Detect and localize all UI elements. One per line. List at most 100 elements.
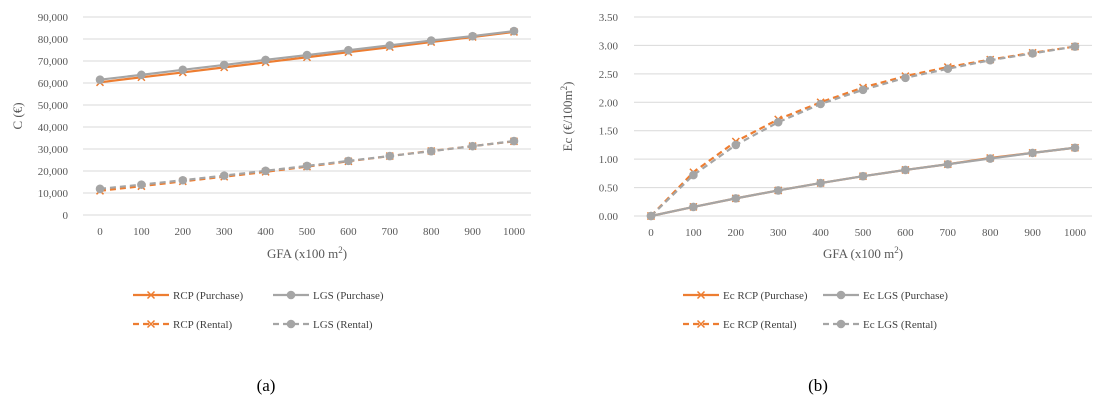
x-tick-label: 1000 [503, 226, 526, 238]
data-point [178, 175, 188, 185]
x-tick-label: 700 [382, 226, 399, 238]
data-point [689, 170, 698, 180]
x-tick-label: 400 [257, 226, 274, 238]
x-tick-label: 600 [897, 227, 914, 239]
legend-label: Ec RCP (Rental) [723, 319, 797, 331]
y-tick-label: 0.00 [599, 211, 619, 223]
chart-b-y-axis-title: Ec (€/100m2) [559, 82, 575, 152]
y-tick-label: 1.50 [599, 126, 619, 138]
series-line-1 [650, 146, 1076, 218]
legend-marker [836, 319, 846, 329]
data-point [731, 140, 741, 150]
data-point [385, 41, 395, 50]
y-tick-label: 20,000 [38, 166, 69, 178]
data-point [302, 161, 312, 171]
data-point [385, 151, 395, 161]
y-tick-label: 80,000 [38, 34, 69, 46]
data-point [178, 65, 188, 75]
data-point [816, 99, 825, 109]
x-tick-label: 700 [940, 227, 957, 239]
x-tick-label: 0 [648, 227, 654, 239]
data-point [1070, 42, 1080, 51]
legend-label: RCP (Rental) [173, 319, 233, 331]
chart-b-caption: (b) [808, 376, 828, 395]
data-point [344, 45, 353, 55]
x-tick-label: 300 [770, 227, 787, 239]
legend-marker [696, 319, 706, 329]
y-tick-label: 3.00 [599, 40, 619, 52]
x-tick-label: 900 [1024, 227, 1041, 239]
data-point [985, 154, 995, 163]
legend-marker [146, 290, 156, 300]
data-point [137, 70, 146, 80]
x-tick-label: 100 [133, 226, 150, 238]
data-point [901, 73, 910, 83]
data-point [426, 146, 436, 156]
x-tick-label: 500 [855, 227, 872, 239]
legend-label: Ec RCP (Purchase) [723, 290, 808, 302]
legend-label: RCP (Purchase) [173, 290, 244, 302]
series-line-3 [650, 45, 1076, 217]
chart-a-x-axis-title: GFA (x100 m2) [267, 245, 347, 261]
y-tick-label: 50,000 [38, 100, 69, 112]
data-point [858, 85, 868, 95]
data-point [302, 50, 312, 60]
data-point [219, 171, 229, 180]
y-tick-label: 60,000 [38, 78, 69, 90]
data-point [1070, 143, 1080, 153]
x-tick-label: 800 [423, 226, 440, 238]
chart-b-x-ticks: 0 100 200 300 400 500 600 700 800 900 1000 [648, 227, 1086, 239]
legend-marker [696, 290, 706, 300]
chart-a-y-axis-title: C (€) [10, 102, 25, 129]
y-tick-label: 40,000 [38, 122, 69, 134]
data-point [731, 194, 741, 203]
legend-marker [286, 290, 296, 300]
data-point [426, 36, 436, 45]
x-tick-label: 500 [299, 226, 316, 238]
data-point [219, 60, 229, 70]
data-point [773, 117, 783, 127]
data-point [261, 166, 270, 176]
y-tick-label: 1.00 [599, 154, 619, 166]
data-point [985, 55, 995, 65]
y-tick-label: 0 [63, 210, 69, 222]
data-point [943, 64, 953, 74]
x-tick-label: 0 [97, 226, 103, 238]
x-tick-label: 600 [340, 226, 357, 238]
data-point [509, 136, 519, 146]
legend-label: LGS (Rental) [313, 319, 373, 331]
y-tick-label: 30,000 [38, 144, 69, 156]
chart-b-y-ticks: 0.00 0.50 1.00 1.50 2.00 2.50 3.00 3.50 [599, 12, 619, 223]
data-point [1028, 49, 1037, 58]
data-point [261, 55, 270, 65]
y-tick-label: 90,000 [38, 12, 69, 24]
chart-a-gridlines [83, 16, 531, 194]
x-tick-label: 300 [216, 226, 233, 238]
legend-marker [146, 319, 156, 329]
data-point [943, 159, 953, 169]
y-tick-label: 3.50 [599, 12, 619, 24]
x-tick-label: 200 [175, 226, 192, 238]
x-tick-label: 100 [685, 227, 702, 239]
data-point [901, 165, 910, 175]
y-tick-label: 2.00 [599, 97, 619, 109]
chart-a-legend: RCP (Purchase) LGS (Purchase) RCP (Rental)… [133, 290, 384, 331]
chart-b-series [646, 42, 1080, 221]
chart-b-x-axis-title: GFA (x100 m2) [823, 245, 903, 261]
data-point [689, 202, 698, 212]
legend-label: Ec LGS (Purchase) [863, 290, 948, 302]
data-point [137, 180, 146, 189]
series-line-0 [650, 146, 1076, 218]
chart-a: 0 10,000 20,000 30,000 40,000 50,000 60,000 70,… [10, 12, 531, 395]
data-point [1028, 148, 1037, 158]
legend-marker [836, 290, 846, 300]
data-point [773, 186, 783, 195]
x-tick-label: 200 [728, 227, 745, 239]
chart-b-gridlines [634, 16, 1092, 189]
data-point [468, 141, 477, 151]
legend-marker [286, 319, 296, 329]
data-point [816, 178, 825, 188]
y-tick-label: 0.50 [599, 183, 619, 195]
chart-b-legend: Ec RCP (Purchase) Ec LGS (Purchase) Ec RCP… [683, 290, 948, 331]
